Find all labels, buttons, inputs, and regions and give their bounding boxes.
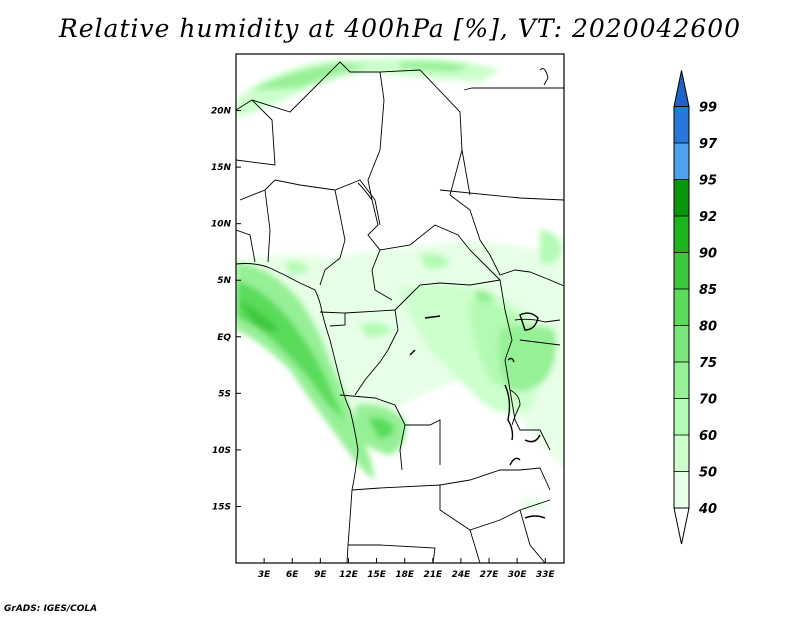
colorbar-label: 92 [699,210,717,225]
colorbar-segment [674,143,689,180]
colorbar-label: 85 [699,283,717,298]
colorbar-label: 99 [699,101,717,116]
lat-tick-label: 5N [217,276,231,286]
colorbar-segment [674,435,689,472]
colorbar-lower-arrow [673,507,690,545]
colorbar-segment [674,289,689,326]
lon-tick-label: 30E [508,570,528,580]
latitude-axis: 20N 15N 10N 5N EQ 5S 10S 15S [211,107,241,512]
lon-tick-label: 9E [314,570,327,580]
colorbar-segment [674,216,689,253]
lat-tick-label: 20N [211,107,232,117]
colorbar-segment [674,398,689,435]
colorbar-label: 80 [699,320,717,335]
longitude-axis: 3E 6E 9E 12E 15E 18E 21E 24E 27E 30E 33E [258,558,556,580]
country-borders [236,61,564,563]
lon-tick-label: 33E [536,570,556,580]
colorbar-segment [674,179,689,216]
lat-tick-label: 10N [211,220,232,230]
colorbar-label: 70 [699,393,717,408]
lat-tick-label: 15S [212,502,231,512]
lon-tick-label: 3E [258,570,271,580]
lon-tick-label: 12E [339,570,359,580]
lon-tick-label: 24E [452,570,472,580]
map-title: Relative humidity at 400hPa [%], VT: 202… [58,14,742,43]
lat-tick-label: 10S [212,446,231,456]
humidity-fill-layer [236,58,564,510]
colorbar-segment [674,471,689,508]
lat-tick-label: 5S [218,389,231,399]
colorbar-segment [674,362,689,399]
colorbar-label: 60 [699,429,717,444]
colorbar-label: 40 [698,502,717,517]
colorbar-upper-arrow [673,70,690,107]
credit-label: GrADS: IGES/COLA [4,604,98,614]
lake-outlines [409,312,546,519]
colorbar-segment [674,106,689,143]
lon-tick-label: 15E [367,570,387,580]
map-frame [235,53,565,564]
lon-tick-label: 21E [423,570,443,580]
lon-tick-label: 18E [395,570,415,580]
lon-tick-label: 6E [286,570,299,580]
lat-tick-label: EQ [217,333,231,343]
colorbar-segment [674,252,689,289]
colorbar-label: 95 [699,174,717,189]
colorbar-segment [674,325,689,362]
colorbar: 40 50 60 70 75 80 85 90 92 95 97 99 [673,70,718,545]
colorbar-label: 90 [699,247,717,262]
lon-tick-label: 27E [480,570,500,580]
colorbar-label: 50 [699,466,717,481]
colorbar-label: 97 [699,137,718,152]
lat-tick-label: 15N [211,163,232,173]
colorbar-label: 75 [699,356,717,371]
